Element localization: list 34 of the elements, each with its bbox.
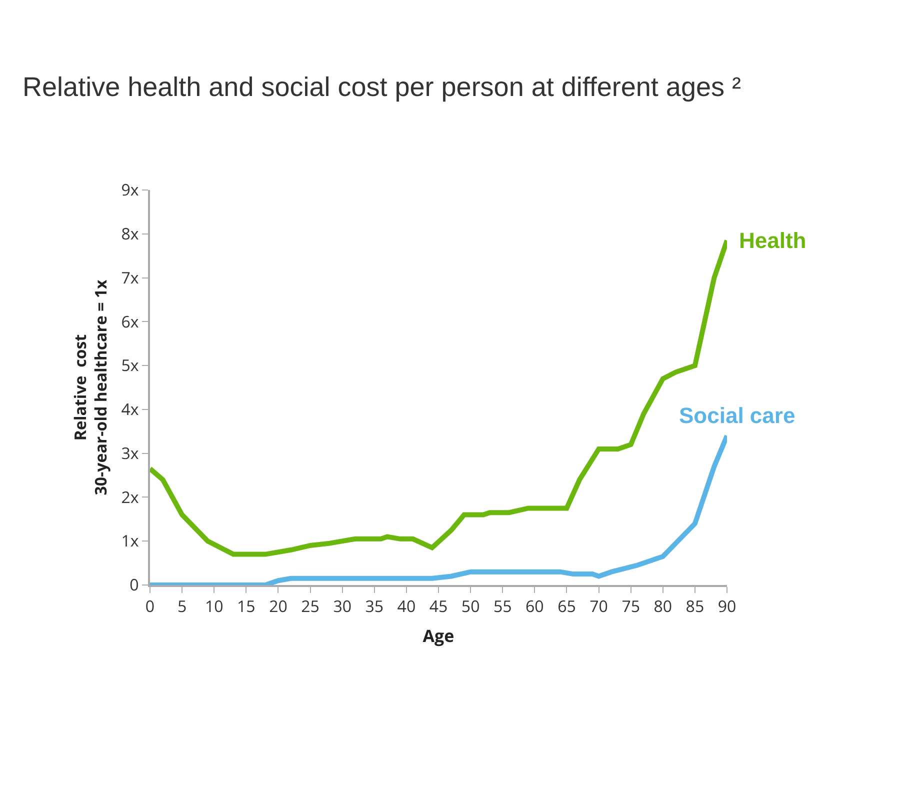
y-tick-label: 2x: [121, 486, 140, 508]
x-tick-label: 85: [686, 595, 704, 618]
y-tick-label: 9x: [121, 178, 140, 201]
y-tick-label: 8x: [121, 222, 140, 244]
y-tick-label: 5x: [121, 354, 140, 376]
x-tick-label: 10: [204, 595, 224, 618]
x-tick-label: 60: [526, 595, 544, 618]
x-tick-label: 65: [558, 595, 576, 618]
x-tick-label: 25: [301, 595, 320, 618]
x-axis-title: Age: [422, 624, 454, 648]
x-tick-label: 75: [622, 595, 640, 618]
y-tick-label: 7x: [121, 266, 140, 288]
y-tick-label: 6x: [121, 310, 140, 332]
x-tick-label: 90: [718, 595, 736, 618]
x-tick-label: 5: [177, 595, 187, 618]
y-tick-label: 1x: [121, 530, 140, 552]
x-tick-label: 40: [397, 595, 416, 618]
y-axis-title: Relative cost 30-year-old healthcare = 1x: [68, 278, 112, 496]
x-tick-label: 0: [145, 595, 155, 618]
x-tick-label: 80: [654, 595, 672, 618]
x-tick-label: 35: [365, 595, 384, 618]
y-tick-label: 0: [130, 574, 139, 596]
x-tick-label: 45: [429, 595, 448, 618]
x-tick-label: 15: [237, 595, 256, 618]
x-tick-label: 55: [493, 595, 512, 618]
x-tick-label: 30: [333, 595, 352, 618]
x-tick-label: 70: [590, 595, 608, 618]
y-tick-label: 4x: [121, 398, 140, 420]
x-tick-label: 50: [461, 595, 480, 618]
series-label: Social care: [679, 403, 796, 428]
series-label: Health: [739, 228, 806, 253]
y-tick-label: 3x: [121, 442, 140, 464]
x-tick-label: 20: [269, 595, 288, 618]
chart-title: Relative health and social cost per person at different ages ²: [22, 72, 741, 102]
